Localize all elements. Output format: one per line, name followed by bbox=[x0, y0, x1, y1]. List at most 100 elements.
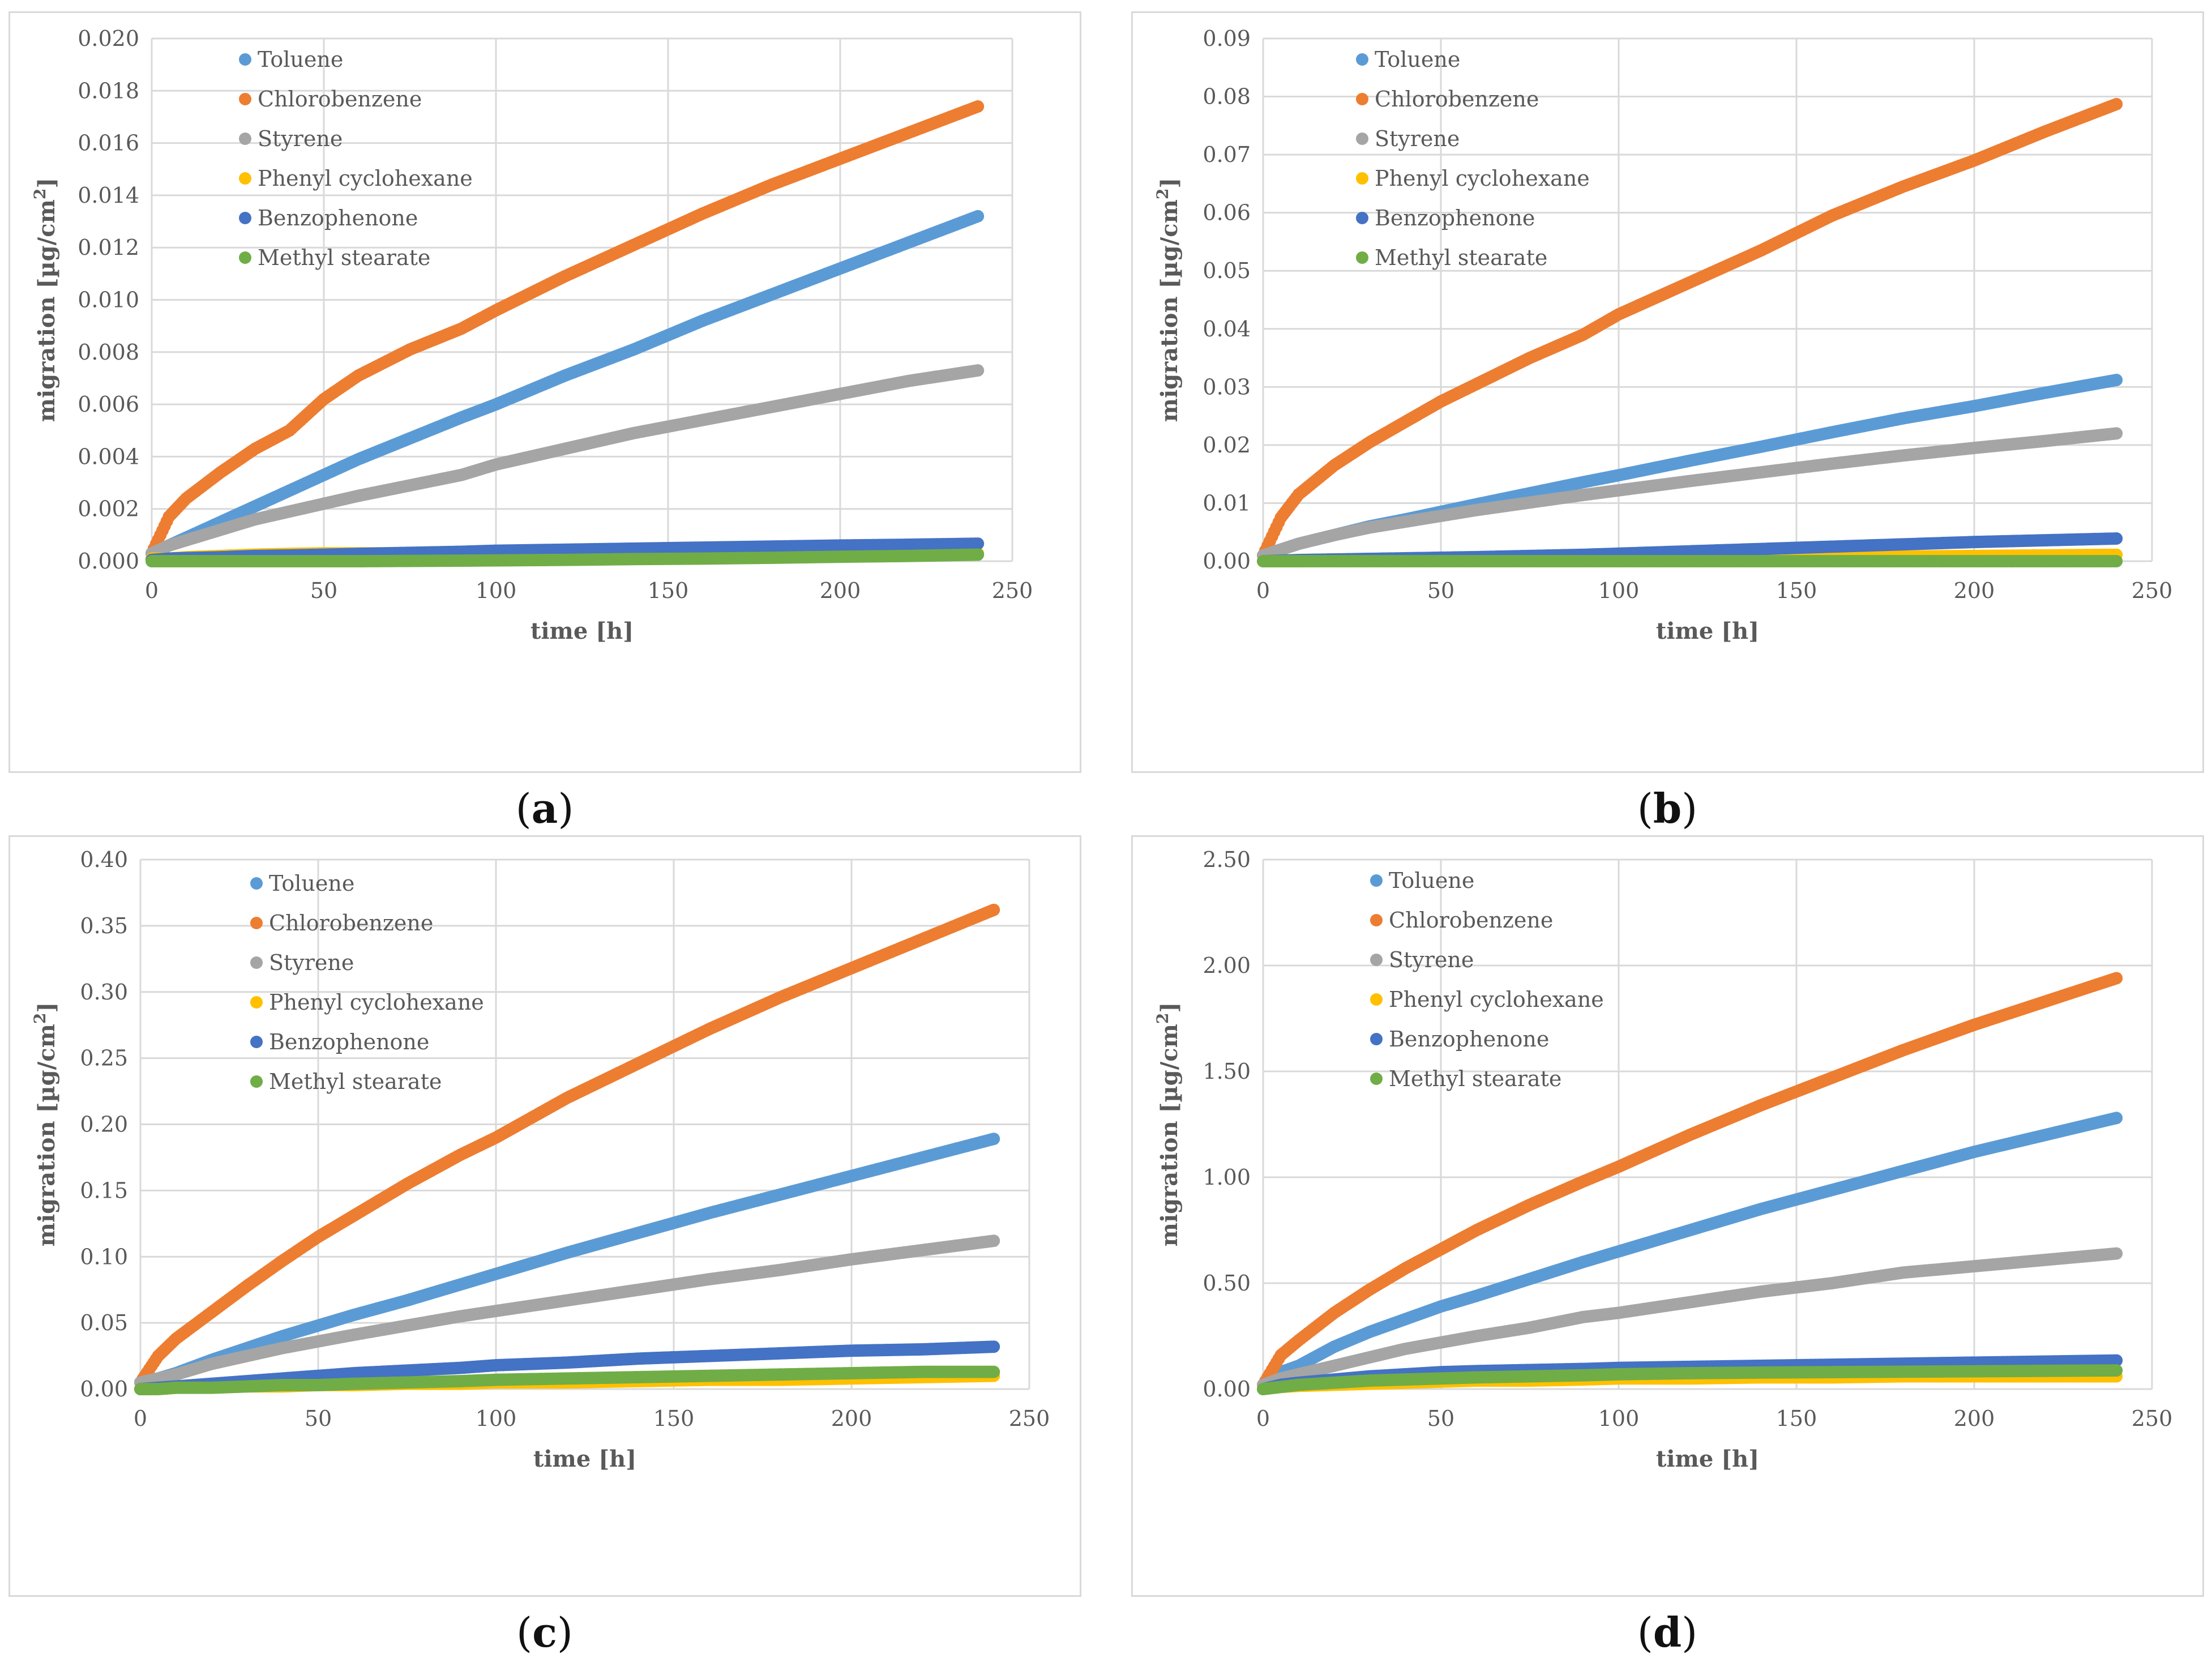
x-axis-label: time [h] bbox=[530, 618, 634, 644]
legend-marker bbox=[239, 93, 251, 105]
x-tick-label: 0 bbox=[134, 1406, 147, 1431]
data-point bbox=[2110, 427, 2123, 440]
legend-marker bbox=[1356, 251, 1368, 264]
legend-label: Toluene bbox=[1375, 47, 1460, 72]
y-tick-label: 0.10 bbox=[80, 1244, 128, 1269]
y-tick-label: 0.20 bbox=[80, 1112, 128, 1137]
y-tick-label: 0.07 bbox=[1203, 142, 1251, 167]
y-tick-label: 0.018 bbox=[78, 78, 139, 103]
x-tick-label: 0 bbox=[1256, 578, 1270, 603]
series-toluene bbox=[1257, 374, 2123, 562]
y-tick-label: 0.09 bbox=[1203, 26, 1251, 51]
legend-label: Benzophenone bbox=[258, 206, 418, 230]
legend-label: Phenyl cyclohexane bbox=[258, 166, 473, 191]
x-tick-label: 100 bbox=[1598, 578, 1640, 603]
y-tick-label: 0.08 bbox=[1203, 84, 1251, 109]
legend-marker bbox=[239, 212, 251, 224]
y-tick-label: 0.05 bbox=[80, 1310, 128, 1335]
x-tick-label: 150 bbox=[1776, 578, 1817, 603]
chart-panel-b: 0.00 0.01 0.02 0.03 0.04 0.05 0.06 0.07 0.08 0.09… bbox=[1131, 11, 2204, 773]
legend-label: Chlorobenzene bbox=[1375, 87, 1539, 112]
y-tick-label: 0.01 bbox=[1203, 490, 1251, 515]
chart-c-svg: 0.000.050.100.150.200.250.300.350.400 50 1… bbox=[31, 847, 1050, 1472]
series-styrene bbox=[146, 364, 985, 560]
y-tick-label: 0.35 bbox=[80, 913, 128, 938]
caption-a: (a) bbox=[515, 784, 574, 832]
y-tick-label: 0.016 bbox=[78, 131, 139, 156]
x-tick-label: 50 bbox=[310, 578, 337, 603]
series-methyl_stearate bbox=[146, 548, 985, 567]
legend-label: Phenyl cyclohexane bbox=[1375, 166, 1590, 191]
y-tick-label: 0.30 bbox=[80, 980, 128, 1005]
x-tick-label: 100 bbox=[476, 1406, 517, 1431]
series-chlorobenzene bbox=[1257, 97, 2123, 562]
x-axis-label: time [h] bbox=[533, 1446, 636, 1472]
x-tick-label: 100 bbox=[476, 578, 517, 603]
y-tick-label: 0.00 bbox=[1203, 549, 1251, 574]
y-tick-label: 0.25 bbox=[80, 1046, 128, 1071]
y-tick-label: 0.002 bbox=[78, 497, 139, 522]
legend-label: Benzophenone bbox=[1375, 206, 1535, 230]
legend-marker bbox=[239, 133, 251, 145]
y-tick-label: 0.014 bbox=[78, 183, 139, 208]
x-tick-label: 150 bbox=[653, 1406, 695, 1431]
series-chlorobenzene bbox=[134, 903, 1000, 1389]
y-tick-label: 0.03 bbox=[1203, 374, 1251, 399]
data-point bbox=[972, 210, 985, 223]
series-benzophenone bbox=[146, 537, 985, 566]
data-point bbox=[2110, 374, 2123, 387]
data-point bbox=[987, 1133, 1000, 1146]
data-point bbox=[2110, 532, 2123, 545]
x-tick-label: 150 bbox=[648, 578, 689, 603]
y-tick-label: 0.008 bbox=[78, 340, 139, 365]
series-toluene bbox=[134, 1133, 1000, 1389]
y-tick-label: 0.04 bbox=[1203, 317, 1251, 341]
series-chlorobenzene bbox=[146, 100, 985, 560]
legend-marker bbox=[1356, 172, 1368, 185]
legend-marker bbox=[239, 251, 251, 264]
data-point bbox=[972, 100, 985, 113]
x-tick-label: 0 bbox=[145, 578, 159, 603]
x-tick-label: 250 bbox=[992, 578, 1033, 603]
y-tick-label: 0.40 bbox=[80, 847, 128, 872]
chart-panel-a: 0.000 0.002 0.004 0.006 0.008 0.010 0.012 0.014… bbox=[8, 11, 1081, 773]
legend-label: Methyl stearate bbox=[258, 245, 430, 270]
chart-b-svg: 0.00 0.01 0.02 0.03 0.04 0.05 0.06 0.07 0.08 0.09… bbox=[1153, 26, 2173, 644]
y-tick-label: 0.012 bbox=[78, 235, 139, 260]
chart-a-svg: 0.0000.0020.0040.0060.0080.0100.0120.014… bbox=[31, 26, 1033, 644]
legend-label: Methyl stearate bbox=[1375, 245, 1547, 270]
y-tick-label: 0.02 bbox=[1203, 433, 1251, 458]
data-point bbox=[972, 537, 985, 550]
data-point bbox=[2110, 555, 2123, 567]
legend-marker bbox=[1356, 53, 1368, 66]
x-tick-label: 200 bbox=[831, 1406, 872, 1431]
legend: Toluene Chlorobenzene Styrene Phenyl cycloh… bbox=[239, 47, 473, 270]
legend-marker bbox=[1356, 93, 1368, 105]
y-tick-label: 0.06 bbox=[1203, 200, 1251, 225]
y-tick-label: 0.020 bbox=[78, 26, 139, 51]
legend-label: Chlorobenzene bbox=[258, 87, 422, 112]
series-methyl_stearate bbox=[1257, 555, 2123, 567]
y-tick-label: 0.15 bbox=[80, 1178, 128, 1203]
legend-marker bbox=[1356, 212, 1368, 224]
legend-marker bbox=[239, 172, 251, 185]
x-tick-label: 250 bbox=[2132, 578, 2173, 603]
y-axis-label: migration [µg/cm2] bbox=[1153, 178, 1183, 422]
legend-label: Toluene bbox=[258, 47, 343, 72]
x-tick-label: 200 bbox=[1954, 578, 1995, 603]
legend-marker bbox=[239, 53, 251, 66]
x-tick-label: 250 bbox=[1009, 1406, 1050, 1431]
caption-b: (b) bbox=[1637, 784, 1698, 832]
y-tick-label: 0.006 bbox=[78, 392, 139, 417]
x-tick-label: 50 bbox=[1427, 578, 1454, 603]
y-axis-label: migration [µg/cm2] bbox=[31, 1002, 60, 1247]
y-tick-label: 0.00 bbox=[80, 1377, 128, 1402]
chart-panel-c: 0.00 0.05 0.10 0.15 0.20 0.25 0.30 0.35 0.40 0 50 1… bbox=[8, 835, 1081, 1597]
y-tick-label: 0.010 bbox=[78, 288, 139, 313]
legend-label: Styrene bbox=[258, 126, 343, 151]
y-tick-label: 0.05 bbox=[1203, 258, 1251, 283]
y-axis-label: migration [µg/cm2] bbox=[31, 178, 60, 422]
legend-marker bbox=[1356, 133, 1368, 145]
y-tick-label: 0.004 bbox=[78, 444, 139, 469]
